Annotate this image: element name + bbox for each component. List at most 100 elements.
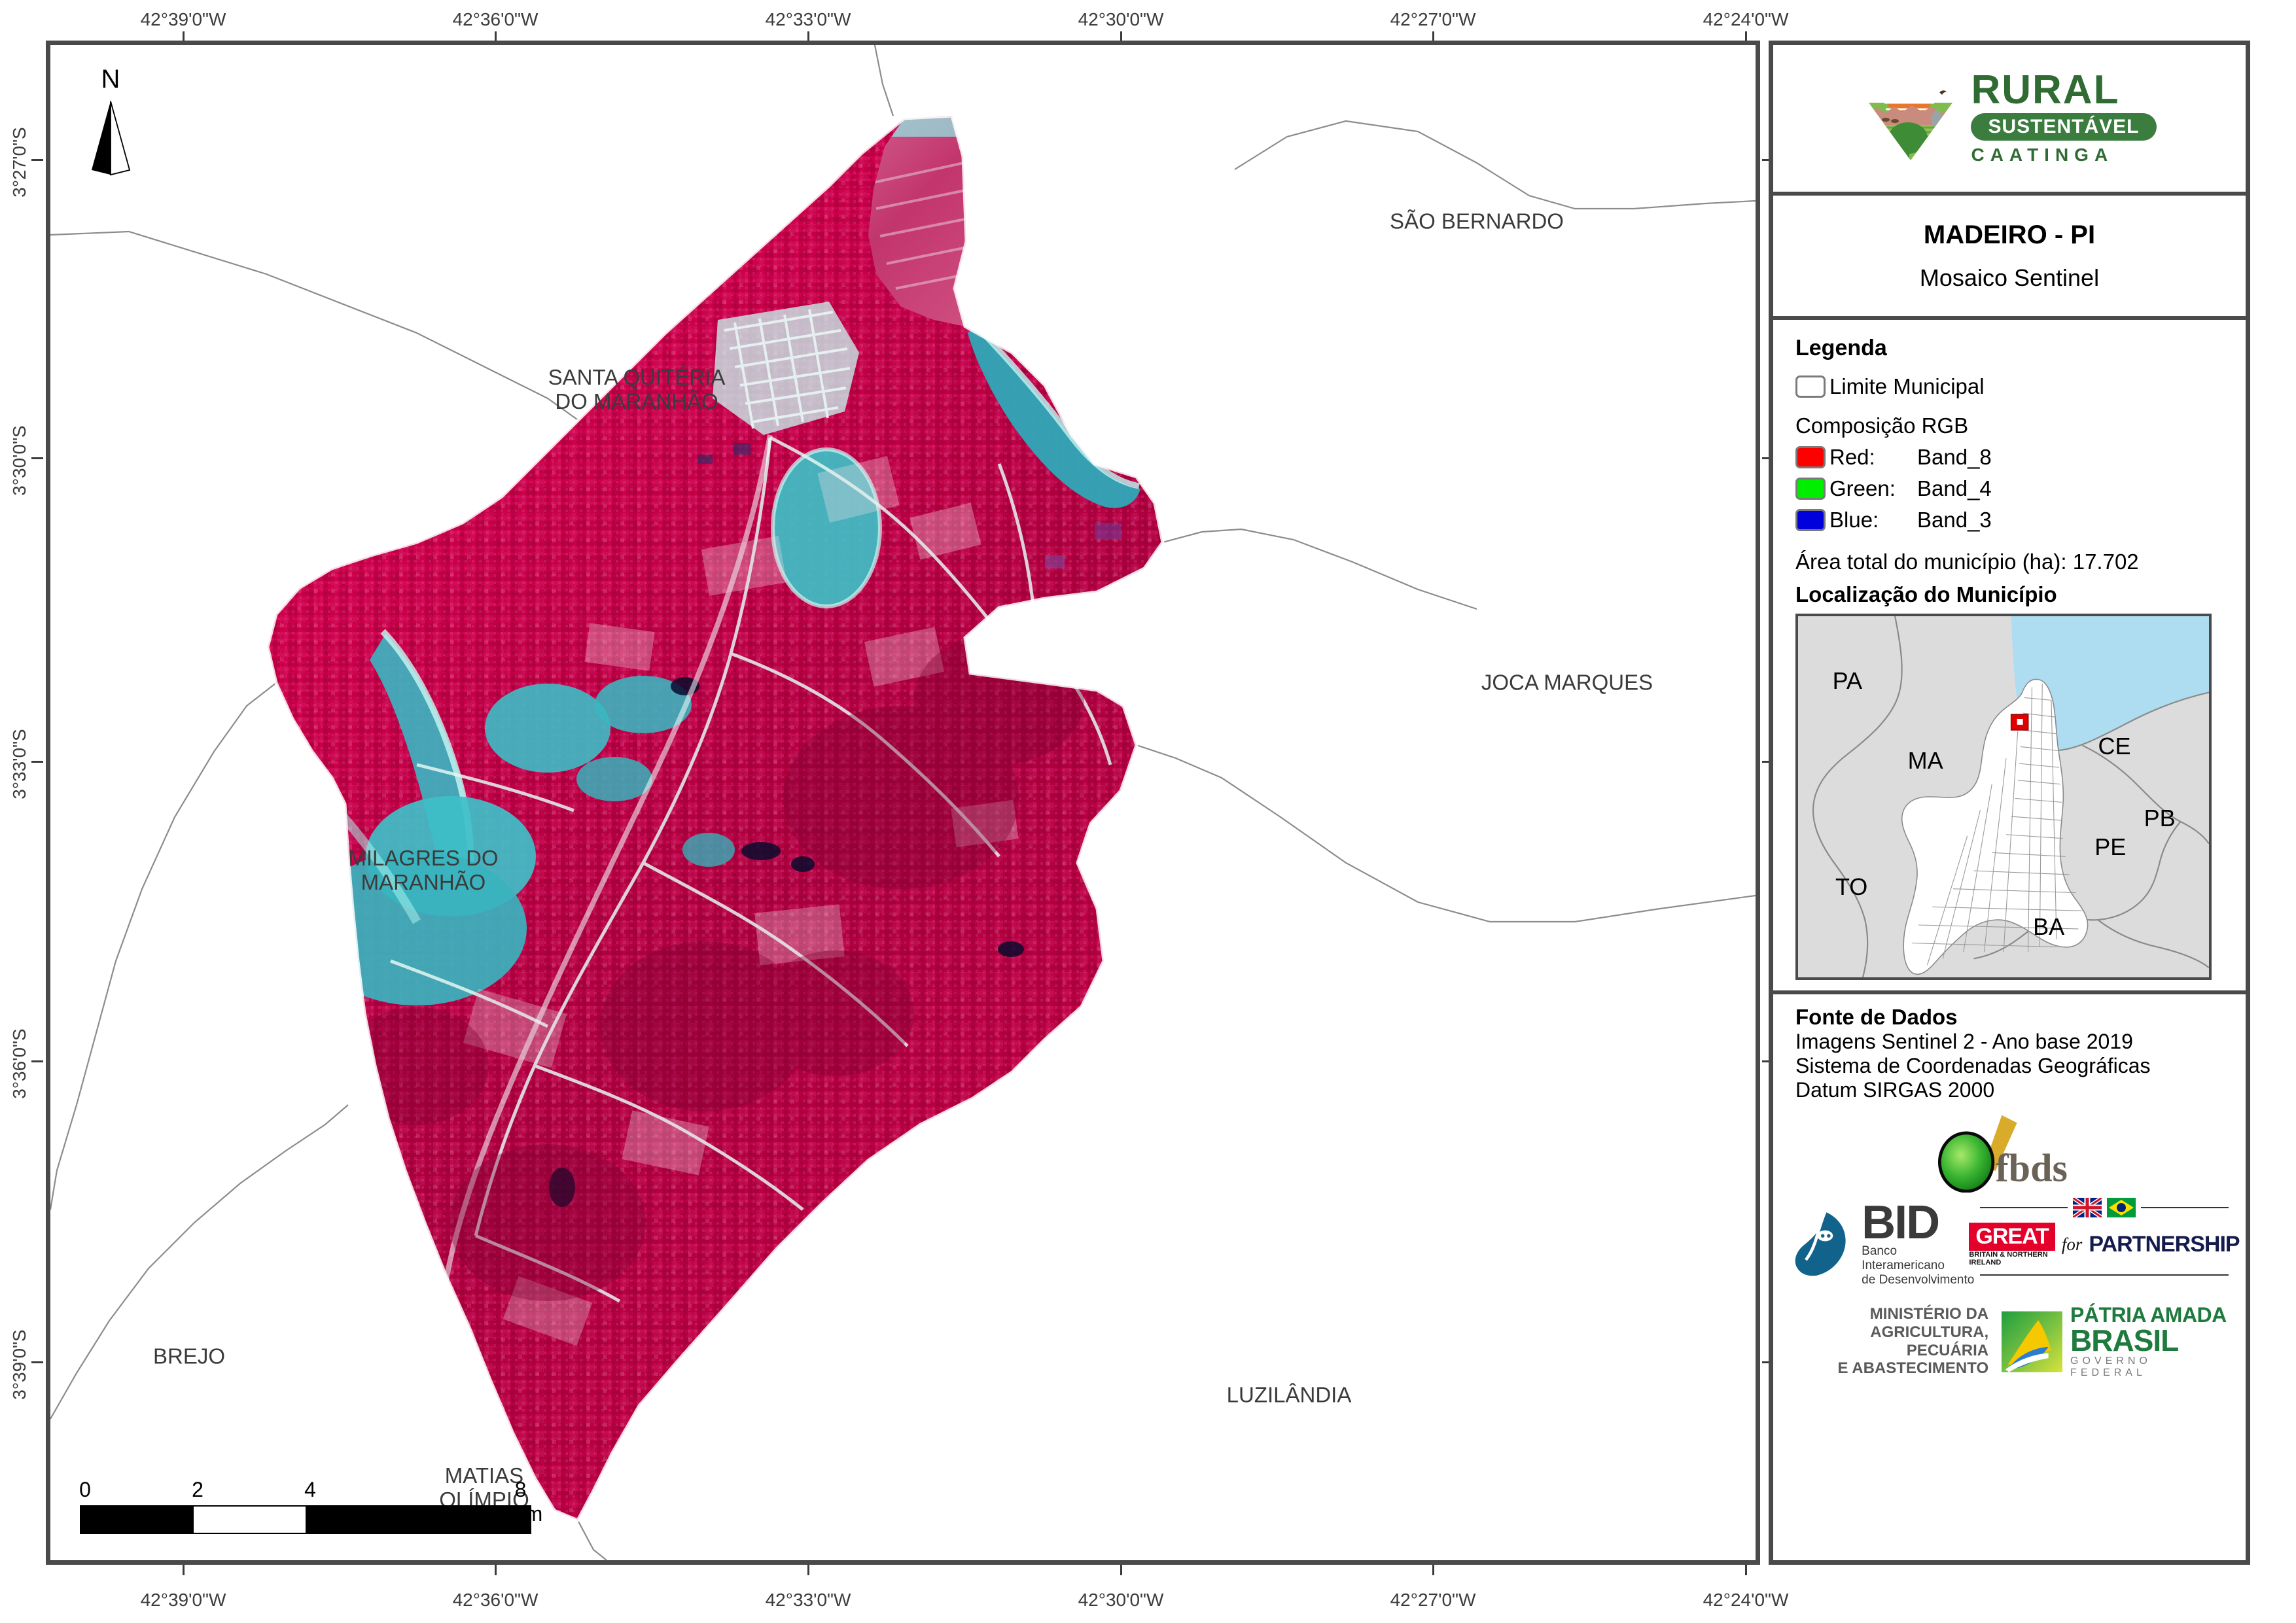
legend-box: Legenda Limite Municipal Composição RGB … [1773, 320, 2246, 994]
axis-tick [1762, 1060, 1774, 1062]
axis-tick [495, 31, 497, 42]
locator-state-MA: MA [1907, 746, 1943, 774]
locator-state-BA: BA [2033, 913, 2065, 940]
north-arrow: N [84, 65, 137, 176]
boundary-label: Limite Municipal [1829, 374, 1985, 398]
data-source-line-1: Imagens Sentinel 2 - Ano base 2019 [1795, 1030, 2133, 1053]
lon-label-top: 42°30'0"W [1078, 9, 1164, 29]
lon-label-top: 42°24'0"W [1703, 9, 1789, 29]
patria-line-3: GOVERNO FEDERAL [2070, 1355, 2151, 1378]
locator-state-PB: PB [2144, 805, 2176, 832]
axis-tick [1762, 159, 1774, 161]
green-band-name: Band_4 [1917, 476, 1992, 500]
axis-tick [1762, 457, 1774, 459]
brasil-gov-mark-icon [2002, 1311, 2063, 1372]
great-for-word: for [2061, 1234, 2083, 1255]
ministry-logo: MINISTÉRIO DA AGRICULTURA, PECUÁRIA E AB… [1790, 1305, 1988, 1377]
scale-seg [417, 1507, 530, 1533]
scale-label-8: 8 km [514, 1478, 543, 1526]
data-source-title: Fonte de Dados [1795, 1005, 1958, 1029]
dark-water [549, 677, 1024, 1207]
ministry-line-2: AGRICULTURA, PECUÁRIA [1870, 1323, 1989, 1359]
place-label: BREJO [152, 1344, 226, 1369]
brand-rural: RURAL [1971, 67, 2120, 113]
lat-label: 3°27'0"S [9, 127, 29, 198]
scale-label-2: 2 [192, 1478, 203, 1501]
axis-tick [31, 1361, 43, 1363]
scale-label-4: 4 [304, 1478, 316, 1501]
data-source-line-2: Sistema de Coordenadas Geográficas [1795, 1054, 2151, 1078]
red-band-name: Band_8 [1917, 445, 1992, 469]
blue-band-channel: Blue: [1829, 508, 1879, 532]
lon-label-bottom: 42°27'0"W [1390, 1590, 1476, 1610]
axis-tick [1120, 31, 1122, 42]
map-frame[interactable]: SÃO BERNARDO SANTA QUITÉRIA DO MARANHÃO … [46, 41, 1760, 1565]
scale-seg [193, 1507, 306, 1533]
main-road [440, 434, 773, 1302]
map-title-box: MADEIRO - PI Mosaico Sentinel [1773, 196, 2246, 320]
scale-bar-labels: 0 2 4 8 km [79, 1478, 542, 1526]
lon-label-bottom: 42°30'0"W [1078, 1590, 1164, 1610]
axis-tick [1762, 761, 1774, 763]
bid-subtitle-1: Banco Interamericano [1862, 1244, 1945, 1272]
lat-label: 3°33'0"S [9, 729, 29, 799]
great-subtitle: BRITAIN & NORTHERN IRELAND [1969, 1251, 2048, 1267]
neighbour-boundaries [50, 45, 1756, 1560]
scale-seg [306, 1507, 418, 1533]
scale-bar: 0 2 4 8 km [79, 1478, 542, 1534]
axis-tick [1745, 1565, 1747, 1575]
patria-line-1: PÁTRIA AMADA [2070, 1302, 2227, 1327]
uk-flag-icon [2073, 1198, 2102, 1218]
legend-row-boundary[interactable]: Limite Municipal [1795, 374, 2223, 399]
locator-state-PE: PE [2094, 833, 2127, 861]
satellite-imagery [268, 116, 1163, 1520]
great-partnership-logo: GREAT BRITAIN & NORTHERN IRELAND for PAR… [1969, 1198, 2240, 1276]
bid-logo: BID Banco Interamericano de Desenvolvime… [1790, 1199, 1980, 1287]
bid-mark-icon [1795, 1211, 1846, 1276]
lat-label: 3°36'0"S [9, 1028, 29, 1099]
ministry-line-1: MINISTÉRIO DA [1869, 1305, 1989, 1323]
legend-row-green[interactable]: Green: Band_4 [1795, 476, 2223, 501]
locator-state-PA: PA [1832, 667, 1863, 695]
axis-tick [1432, 31, 1434, 42]
map-title: MADEIRO - PI [1923, 220, 2096, 249]
axis-tick [31, 1060, 43, 1062]
total-area-label: Área total do município (ha): 17.702 [1795, 550, 2139, 574]
axis-tick [807, 31, 809, 42]
svg-text:fbds: fbds [1996, 1146, 2068, 1190]
lon-label-top: 42°33'0"W [765, 9, 851, 29]
patria-amada-brasil-logo: PÁTRIA AMADA BRASIL GOVERNO FEDERAL [2002, 1304, 2229, 1379]
divider-bottom [1980, 1274, 2229, 1276]
legend-row-red[interactable]: Red: Band_8 [1795, 445, 2223, 470]
brand-caatinga: CAATINGA [1971, 144, 2114, 165]
red-band-channel: Red: [1829, 445, 1875, 469]
patria-line-2: BRASIL [2070, 1323, 2179, 1357]
data-source-box: Fonte de Dados Imagens Sentinel 2 - Ano … [1773, 994, 2246, 1194]
blue-band-name: Band_3 [1917, 508, 1992, 532]
place-label: MILAGRES DO MARANHÃO [348, 846, 499, 894]
fbds-logo: fbds [1795, 1109, 2223, 1194]
locator-map[interactable]: PA MA CE PB PE TO BA [1795, 614, 2212, 980]
brand-logo-box: RURAL SUSTENTÁVEL CAATINGA [1773, 45, 2246, 196]
brazil-flag-icon [2107, 1198, 2136, 1218]
legend-row-blue[interactable]: Blue: Band_3 [1795, 508, 2223, 532]
brand-sustentavel: SUSTENTÁVEL [1971, 113, 2157, 141]
axis-tick [31, 159, 43, 161]
lon-label-top: 42°27'0"W [1390, 9, 1476, 29]
map-subtitle: Mosaico Sentinel [1919, 264, 2100, 291]
axis-tick [31, 457, 43, 459]
divider-right [2141, 1207, 2229, 1209]
place-label: SÃO BERNARDO [1390, 209, 1564, 234]
data-source-line-3: Datum SIRGAS 2000 [1795, 1078, 1995, 1102]
axis-tick [1432, 1565, 1434, 1575]
blue-band-swatch [1795, 509, 1826, 531]
map-canvas[interactable] [50, 45, 1756, 1560]
lon-label-top: 42°36'0"W [452, 9, 539, 29]
axis-tick [1762, 1361, 1774, 1363]
lon-label-bottom: 42°33'0"W [765, 1590, 851, 1610]
place-label: JOCA MARQUES [1481, 670, 1653, 695]
place-label: LUZILÂNDIA [1226, 1382, 1352, 1407]
axis-tick [807, 1565, 809, 1575]
scale-seg [81, 1507, 194, 1533]
axis-tick [183, 31, 185, 42]
